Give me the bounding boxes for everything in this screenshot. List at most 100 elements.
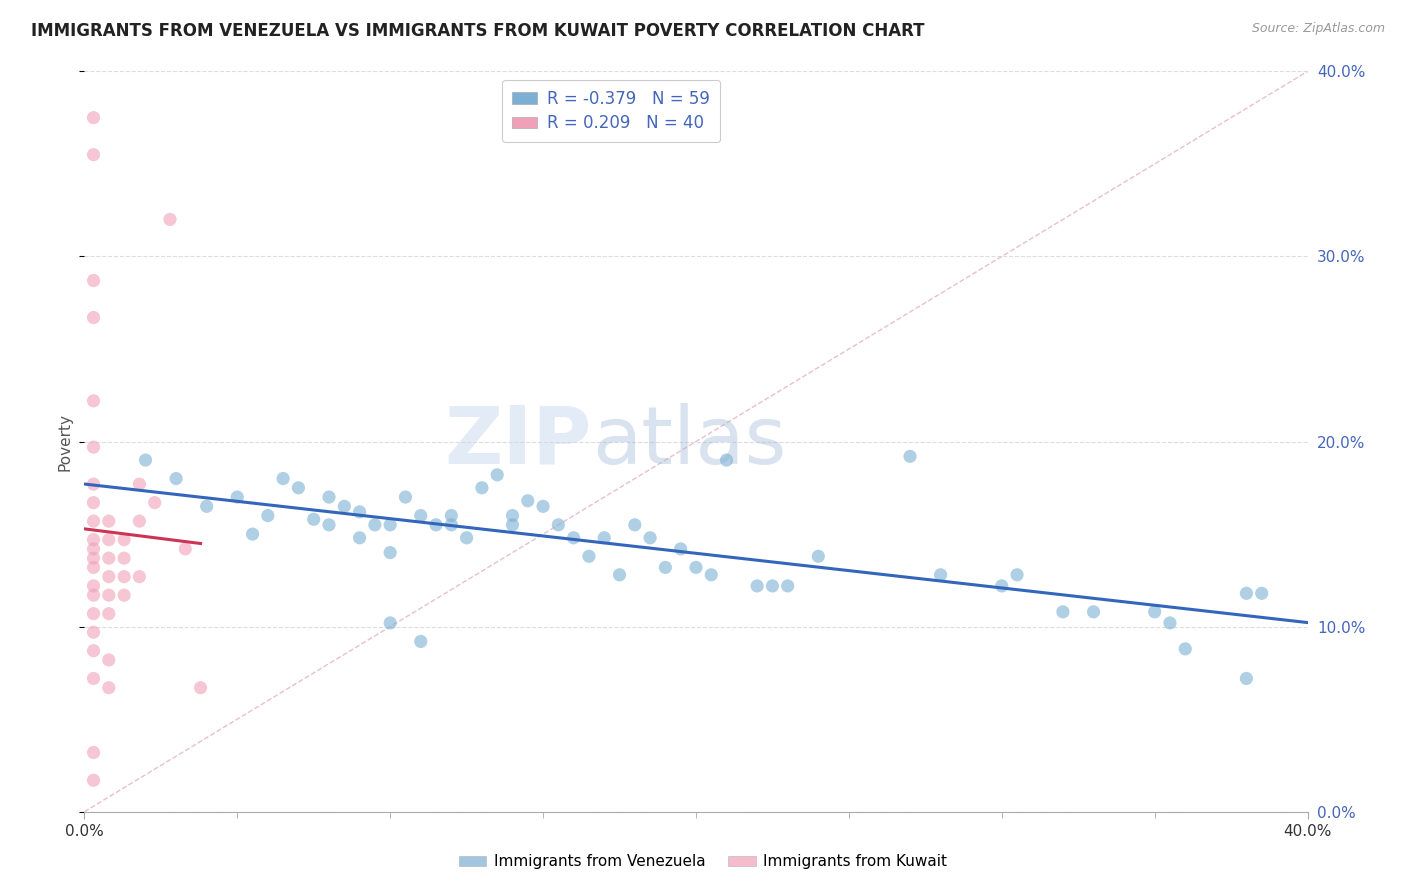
- Point: [654, 560, 676, 574]
- Point: [776, 579, 799, 593]
- Point: [83, 310, 105, 325]
- Text: Source: ZipAtlas.com: Source: ZipAtlas.com: [1251, 22, 1385, 36]
- Point: [226, 490, 249, 504]
- Point: [83, 495, 105, 509]
- Text: IMMIGRANTS FROM VENEZUELA VS IMMIGRANTS FROM KUWAIT POVERTY CORRELATION CHART: IMMIGRANTS FROM VENEZUELA VS IMMIGRANTS …: [31, 22, 924, 40]
- Point: [242, 527, 264, 541]
- Point: [83, 625, 105, 640]
- Point: [638, 531, 661, 545]
- Point: [609, 567, 631, 582]
- Point: [97, 653, 120, 667]
- Point: [83, 643, 105, 657]
- Text: atlas: atlas: [592, 402, 786, 481]
- Point: [1236, 586, 1258, 600]
- Point: [364, 517, 387, 532]
- Point: [349, 505, 371, 519]
- Point: [700, 567, 723, 582]
- Point: [165, 472, 187, 486]
- Point: [83, 672, 105, 686]
- Point: [97, 588, 120, 602]
- Point: [97, 569, 120, 583]
- Point: [318, 490, 340, 504]
- Point: [747, 579, 769, 593]
- Point: [112, 551, 135, 566]
- Point: [807, 549, 830, 564]
- Point: [380, 517, 402, 532]
- Point: [287, 481, 309, 495]
- Point: [1250, 586, 1272, 600]
- Point: [531, 500, 554, 514]
- Point: [1005, 567, 1028, 582]
- Point: [97, 607, 120, 621]
- Point: [257, 508, 280, 523]
- Point: [83, 560, 105, 574]
- Point: [716, 453, 738, 467]
- Point: [97, 551, 120, 566]
- Point: [1143, 605, 1166, 619]
- Point: [83, 440, 105, 454]
- Point: [349, 531, 371, 545]
- Legend: R = -0.379   N = 59, R = 0.209   N = 40: R = -0.379 N = 59, R = 0.209 N = 40: [502, 79, 720, 143]
- Point: [578, 549, 600, 564]
- Legend: Immigrants from Venezuela, Immigrants from Kuwait: Immigrants from Venezuela, Immigrants fr…: [453, 848, 953, 875]
- Point: [409, 508, 432, 523]
- Point: [112, 533, 135, 547]
- Point: [1159, 615, 1181, 630]
- Point: [128, 477, 150, 491]
- Point: [112, 569, 135, 583]
- Point: [516, 493, 538, 508]
- Point: [195, 500, 218, 514]
- Point: [83, 607, 105, 621]
- Point: [318, 517, 340, 532]
- Point: [83, 147, 105, 161]
- Point: [83, 773, 105, 788]
- Point: [174, 541, 197, 556]
- Point: [394, 490, 416, 504]
- Point: [547, 517, 569, 532]
- Point: [624, 517, 647, 532]
- Point: [83, 588, 105, 602]
- Point: [593, 531, 616, 545]
- Point: [83, 579, 105, 593]
- Point: [471, 481, 494, 495]
- Point: [440, 508, 463, 523]
- Point: [1174, 641, 1197, 656]
- Point: [898, 450, 921, 464]
- Point: [333, 500, 356, 514]
- Point: [761, 579, 783, 593]
- Text: ZIP: ZIP: [444, 402, 592, 481]
- Point: [502, 508, 524, 523]
- Point: [302, 512, 325, 526]
- Point: [83, 551, 105, 566]
- Point: [128, 514, 150, 528]
- Point: [83, 273, 105, 287]
- Point: [190, 681, 212, 695]
- Point: [562, 531, 585, 545]
- Point: [1052, 605, 1074, 619]
- Point: [425, 517, 447, 532]
- Point: [83, 533, 105, 547]
- Point: [83, 746, 105, 760]
- Point: [159, 212, 181, 227]
- Point: [669, 541, 692, 556]
- Point: [83, 111, 105, 125]
- Point: [380, 545, 402, 560]
- Point: [135, 453, 157, 467]
- Point: [486, 467, 509, 482]
- Point: [380, 615, 402, 630]
- Point: [97, 514, 120, 528]
- Point: [991, 579, 1014, 593]
- Point: [97, 533, 120, 547]
- Point: [929, 567, 952, 582]
- Point: [83, 393, 105, 408]
- Point: [456, 531, 478, 545]
- Point: [502, 517, 524, 532]
- Point: [143, 495, 166, 509]
- Point: [440, 517, 463, 532]
- Point: [112, 588, 135, 602]
- Point: [271, 472, 294, 486]
- Point: [685, 560, 707, 574]
- Point: [97, 681, 120, 695]
- Point: [1083, 605, 1105, 619]
- Point: [83, 541, 105, 556]
